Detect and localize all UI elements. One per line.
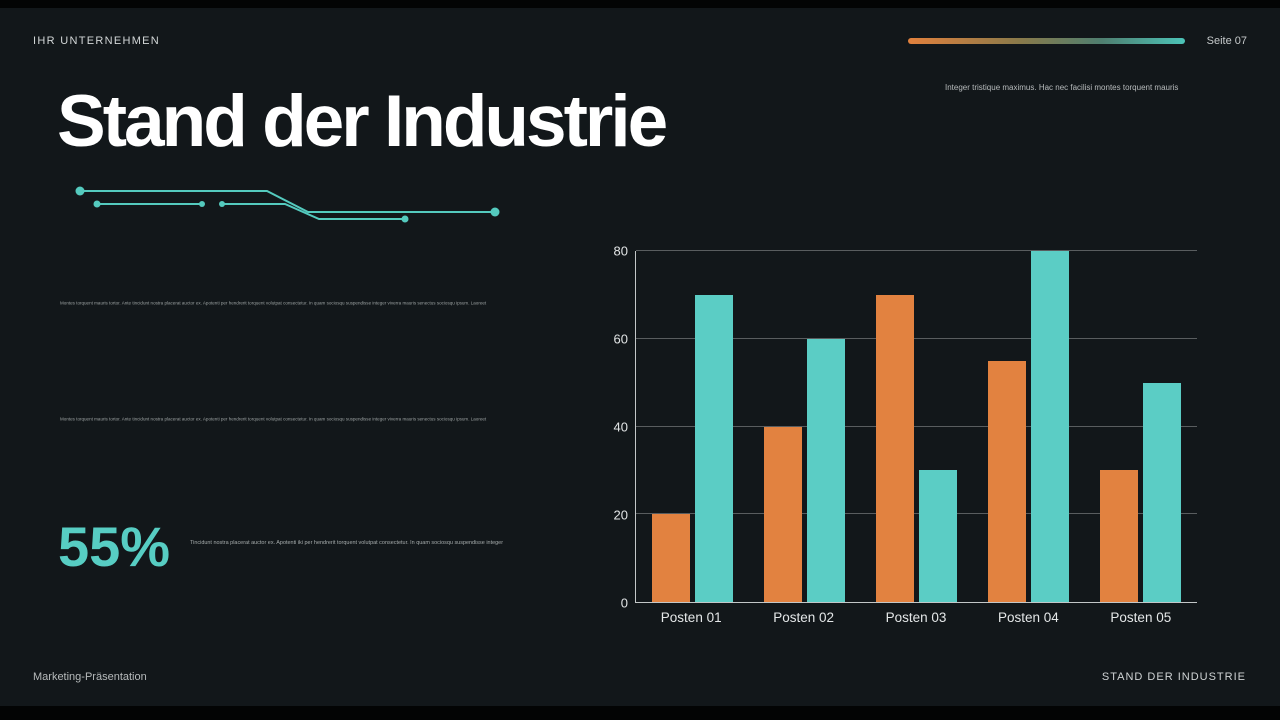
y-tick-label: 0 — [620, 595, 628, 611]
stat-value: 55% — [58, 515, 171, 578]
body-paragraph-1: Montes torquent mauris tortor. Ante tinc… — [60, 301, 487, 306]
bar-chart: 0 20 40 60 80 Posten 01 Posten 02 Posten 03 Pos… — [598, 243, 1198, 628]
body-paragraph-2: Montes torquent mauris tortor. Ante tinc… — [60, 417, 487, 422]
footer-right: STAND DER INDUSTRIE — [1101, 671, 1246, 683]
header-note: Integer tristique maximus. Hac nec facil… — [945, 83, 1179, 92]
bar-series-2 — [806, 338, 845, 602]
company-label: IHR UNTERNEHMEN — [33, 35, 161, 47]
bar-series-2 — [918, 470, 957, 602]
x-tick-label: Posten 01 — [660, 610, 722, 625]
footer-left: Marketing-Präsentation — [33, 671, 147, 683]
bar-group — [763, 251, 845, 602]
page-title: Stand der Industrie — [57, 81, 668, 162]
y-tick-label: 80 — [613, 243, 628, 259]
bar-series-1 — [763, 426, 802, 602]
page-number: Seite 07 — [1206, 35, 1247, 47]
gridline — [636, 250, 1197, 251]
circuit-decoration-icon — [75, 186, 500, 223]
bar-series-1 — [988, 360, 1027, 602]
x-tick-label: Posten 05 — [1110, 610, 1172, 625]
bar-group — [651, 251, 733, 602]
plot-area — [635, 250, 1197, 603]
y-tick-label: 40 — [613, 419, 628, 435]
gridline — [636, 337, 1197, 339]
bar-series-2 — [1031, 251, 1070, 602]
bar-group — [875, 251, 957, 602]
y-tick-label: 20 — [613, 507, 628, 523]
accent-gradient-bar — [908, 38, 1185, 44]
gridline — [636, 425, 1197, 427]
stat-caption: Tincidunt nostra placerat auctor ex. Apo… — [190, 540, 504, 546]
letterbox-top — [0, 0, 1280, 8]
letterbox-bottom — [0, 706, 1280, 720]
bar-series-2 — [694, 294, 733, 602]
x-tick-label: Posten 02 — [773, 610, 834, 625]
bar-group — [1100, 251, 1182, 602]
bar-group — [988, 251, 1070, 602]
y-tick-label: 60 — [613, 331, 628, 347]
x-tick-label: Posten 04 — [998, 610, 1059, 625]
x-axis-labels: Posten 01 Posten 02 Posten 03 Posten 04 Post… — [635, 610, 1197, 625]
bar-series-2 — [1143, 382, 1182, 602]
bar-series-1 — [651, 514, 690, 602]
x-tick-label: Posten 03 — [885, 610, 947, 625]
gridline — [636, 513, 1197, 515]
bar-series-1 — [1100, 470, 1139, 602]
y-axis: 0 20 40 60 80 — [598, 244, 628, 611]
bar-series-1 — [875, 294, 914, 602]
